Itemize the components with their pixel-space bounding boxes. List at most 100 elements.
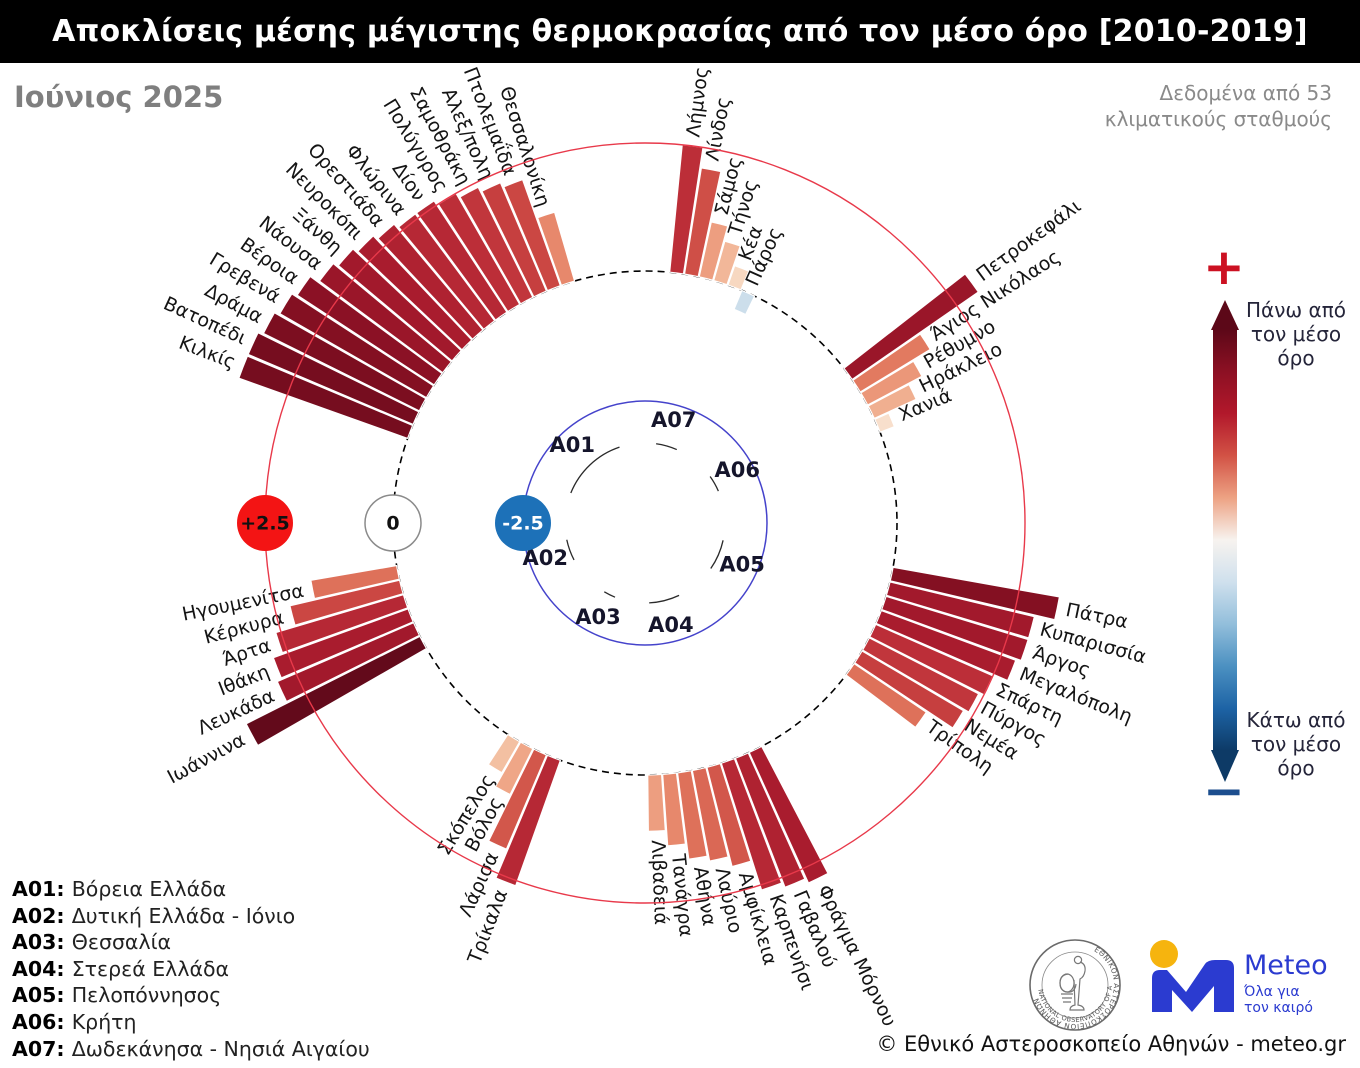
bar-Κυπαρισσία bbox=[885, 581, 1036, 639]
bar-Ηγουμενίτσα bbox=[310, 564, 401, 600]
bar-Άργος bbox=[880, 595, 1029, 662]
bar-Κέρκυρα bbox=[289, 579, 404, 626]
plus-sign: + bbox=[1203, 238, 1245, 296]
region-arc-A04 bbox=[649, 594, 680, 604]
region-code-A01: A01 bbox=[550, 433, 595, 457]
bar-Τανάγρα bbox=[662, 772, 687, 847]
color-scale-arrow bbox=[1211, 300, 1239, 782]
above-average-label: Πάνω από τον μέσο όρο bbox=[1246, 298, 1346, 370]
region-legend-name: Κρήτη bbox=[71, 1009, 137, 1034]
scale-arrow-top bbox=[1211, 300, 1239, 330]
bar-Άρτα bbox=[275, 593, 409, 654]
region-legend-item: A03: Θεσσαλία bbox=[12, 929, 370, 956]
bar-Πάρος bbox=[733, 289, 756, 316]
region-legend-code: A03: bbox=[12, 930, 72, 955]
bar-Λαύριο bbox=[691, 766, 729, 862]
badge-zero-circle bbox=[364, 494, 422, 552]
region-code-A05: A05 bbox=[719, 552, 764, 576]
meteo-tagline-line2: τον καιρό bbox=[1244, 1000, 1313, 1016]
bar-Ιθάκη bbox=[272, 608, 414, 679]
region-legend-item: A04: Στερεά Ελλάδα bbox=[12, 956, 370, 983]
observatory-figure bbox=[1059, 955, 1086, 1011]
region-legend-code: A06: bbox=[12, 1009, 72, 1034]
region-arc-A07 bbox=[656, 443, 678, 451]
bar-Ηράκλειο bbox=[867, 383, 917, 420]
bar-Καρπενήσι bbox=[720, 757, 783, 891]
data-note-line1: Δεδομένα από 53 bbox=[1159, 81, 1332, 105]
scale-gradient-bar bbox=[1213, 329, 1237, 751]
bar-Πύργος bbox=[861, 637, 980, 713]
bar-Λίνδος bbox=[683, 167, 722, 278]
region-legend-name: Δυτική Ελλάδα - Ιόνιο bbox=[71, 903, 296, 928]
scale-arrow-bottom bbox=[1211, 750, 1239, 782]
bar-Δίον bbox=[415, 199, 508, 321]
region-arc-A03 bbox=[603, 591, 616, 598]
region-arc-A06 bbox=[709, 476, 719, 492]
bar-Νεμέα bbox=[853, 650, 965, 729]
bar-Βέροια bbox=[296, 275, 443, 386]
title-bar: Αποκλίσεις μέσης μέγιστης θερμοκρασίας α… bbox=[0, 0, 1360, 63]
bar-Πετροκεφάλι bbox=[843, 273, 980, 381]
bar-Άγιος Νικόλαος bbox=[851, 333, 932, 393]
badge-plus-2.5-circle bbox=[237, 495, 293, 551]
bar-Κέα bbox=[727, 264, 750, 291]
region-legend-name: Πελοπόννησος bbox=[71, 983, 222, 1008]
bar-Λάρισα bbox=[487, 748, 548, 850]
badge-plus-2.5-label: +2.5 bbox=[240, 513, 290, 535]
data-note-line2: κλιματικούς σταθμούς bbox=[1104, 107, 1332, 131]
bar-Χανιά bbox=[873, 412, 896, 433]
meteo-logo: Meteo Όλα για τον καιρό bbox=[1150, 940, 1328, 1016]
bar-Τήνος bbox=[712, 240, 742, 286]
bar-Πάτρα bbox=[889, 566, 1061, 621]
bar-Γρεβενά bbox=[278, 293, 435, 399]
region-legend-item: A01: Βόρεια Ελλάδα bbox=[12, 876, 370, 903]
bar-Μεγαλόπολη bbox=[875, 609, 1017, 682]
bar-Κιλκίς bbox=[238, 355, 414, 440]
badge-minus-2.5-label: -2.5 bbox=[502, 513, 544, 535]
bar-Βατοπέδι bbox=[247, 331, 420, 426]
copyright-text: © Εθνικό Αστεροσκοπείο Αθηνών - meteo.gr bbox=[876, 1032, 1346, 1056]
region-arc-A02 bbox=[566, 539, 575, 561]
bar-Γαβαλού bbox=[734, 752, 806, 889]
bar-Πτολεμαΐδα bbox=[503, 178, 562, 292]
bar-Σάμος bbox=[698, 221, 729, 281]
bar-Φράγμα Μόρνου bbox=[748, 745, 829, 884]
bar-Τρίκαλα bbox=[495, 754, 562, 887]
region-legend-item: A05: Πελοπόννησος bbox=[12, 982, 370, 1009]
observatory-seal: ΕΘΝΙΚΟΝ ΑΣΤΕΡΟΣΚΟΠΕΙΟΝ ΑΘΗΝΩΝ NATIONAL O… bbox=[1028, 938, 1121, 1031]
bar-Λιβαδειά bbox=[647, 773, 666, 832]
region-legend-name: Βόρεια Ελλάδα bbox=[71, 877, 227, 901]
region-legend-code: A02: bbox=[12, 903, 72, 928]
data-note: Δεδομένα από 53 κλιματικούς σταθμούς bbox=[1072, 80, 1332, 132]
bar-Τρίπολη bbox=[845, 662, 928, 729]
badge-zero-label: 0 bbox=[386, 513, 399, 535]
bar-Θεσσαλονίκη bbox=[536, 211, 576, 287]
bar-Ξάνθη bbox=[337, 248, 463, 362]
region-legend-item: A02: Δυτική Ελλάδα - Ιόνιο bbox=[12, 903, 370, 930]
bar-Αμφίκλεια bbox=[706, 762, 752, 868]
region-code-A06: A06 bbox=[715, 458, 760, 482]
bar-Ιωάννινα bbox=[245, 635, 428, 747]
bar-Νάουσα bbox=[318, 262, 453, 374]
meteo-tagline-line1: Όλα για bbox=[1243, 984, 1300, 1000]
badge-minus-2.5-circle bbox=[495, 495, 551, 551]
month-label: Ιούνιος 2025 bbox=[14, 80, 224, 114]
bar-Δράμα bbox=[262, 311, 427, 412]
bar-Νευροκόπι bbox=[356, 234, 473, 351]
bar-Φλώρινα bbox=[397, 213, 496, 331]
meteo-brand-text: Meteo bbox=[1244, 950, 1328, 981]
station-label-Λιβαδειά: Λιβαδειά bbox=[647, 840, 672, 926]
meteo-logo-m-icon bbox=[1152, 960, 1234, 1012]
region-legend-name: Δωδεκάνησα - Νησιά Αιγαίου bbox=[71, 1036, 370, 1061]
bar-Λευκάδα bbox=[276, 621, 421, 703]
region-legend-code: A01: bbox=[12, 877, 72, 901]
bar-Σαμοθράκη bbox=[459, 186, 534, 305]
bar-Βόλος bbox=[494, 741, 534, 796]
region-code-legend: A01: Βόρεια Ελλάδα A02: Δυτική Ελλάδα - Ι… bbox=[12, 876, 370, 1062]
bar-Αλεξ/πολη bbox=[481, 181, 548, 298]
region-code-A04: A04 bbox=[648, 613, 693, 637]
region-legend-item: A07: Δωδεκάνησα - Νησιά Αιγαίου bbox=[12, 1036, 370, 1063]
bar-Σκόπελος bbox=[487, 733, 521, 774]
minus-sign: − bbox=[1203, 762, 1245, 820]
